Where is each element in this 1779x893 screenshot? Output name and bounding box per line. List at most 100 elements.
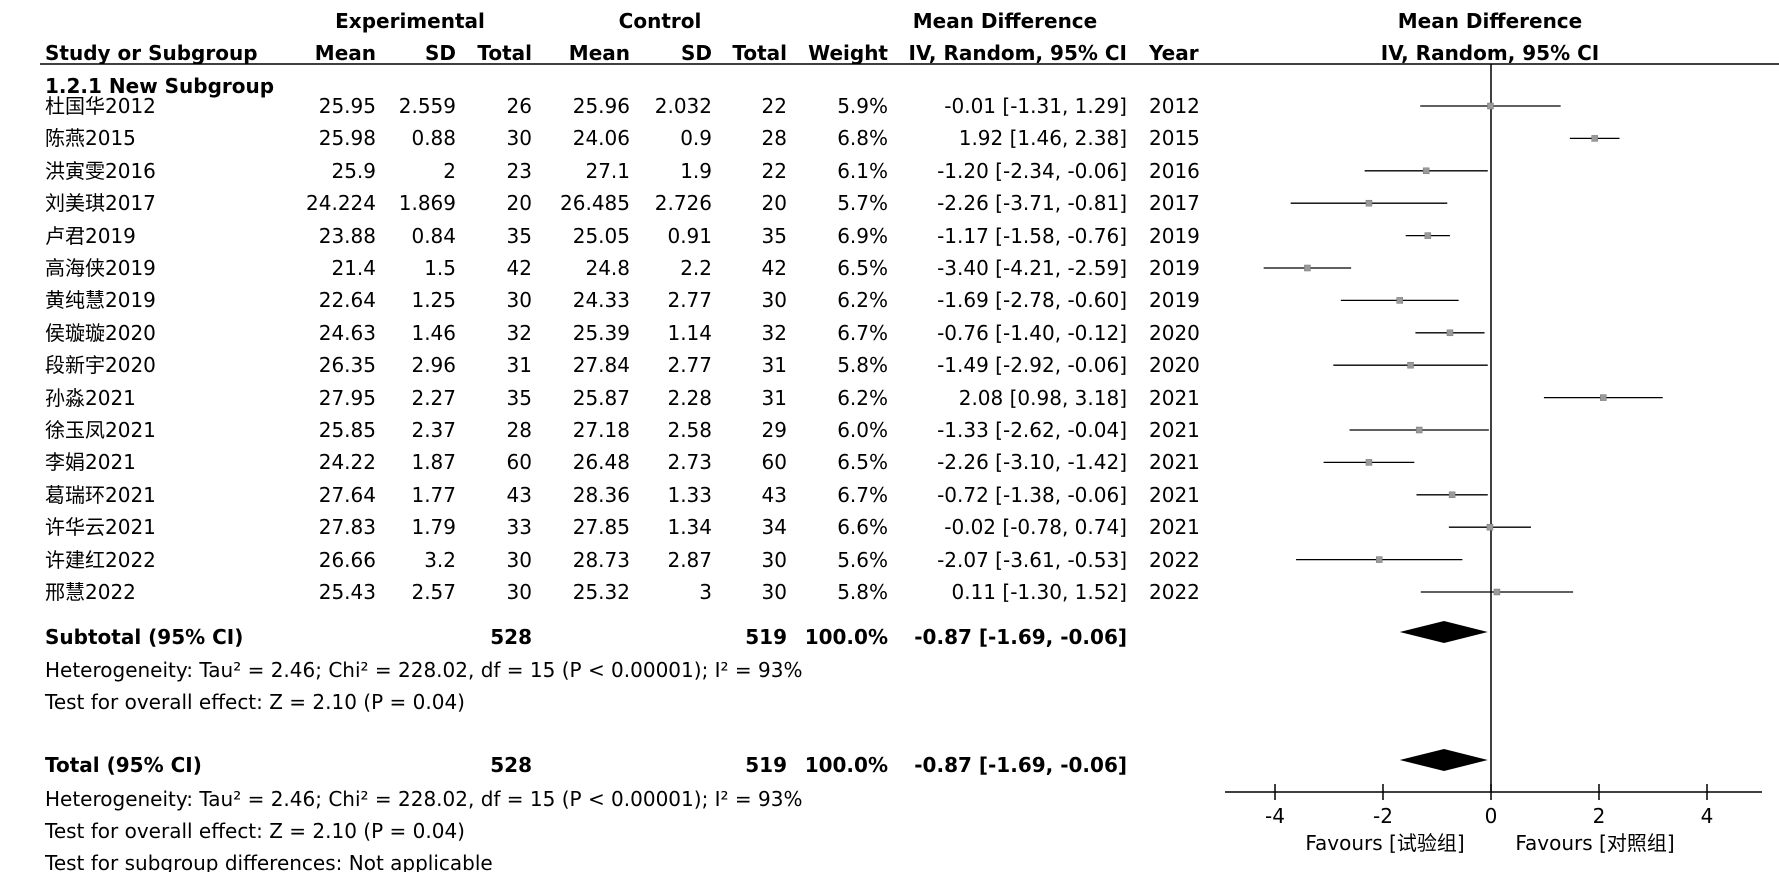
weight: 5.7% (837, 191, 888, 216)
mean-difference-ci: -1.69 [-2.78, -0.60] (937, 288, 1127, 313)
study-name: 卢君2019 (45, 223, 136, 248)
experimental-mean: 24.22 (318, 450, 376, 475)
study-point (1407, 361, 1414, 369)
header-plot-title: Mean Difference (1397, 9, 1583, 33)
control-total: 43 (761, 482, 787, 507)
header-mean-difference: Mean Difference (912, 9, 1098, 33)
total-label: Total (95% CI) (45, 753, 202, 777)
control-sd: 3 (699, 580, 712, 604)
experimental-total: 31 (506, 353, 532, 378)
study-point (1493, 588, 1501, 596)
year: 2021 (1149, 450, 1200, 475)
experimental-sd: 1.87 (411, 450, 456, 475)
experimental-total: 42 (506, 256, 532, 280)
experimental-sd: 2.37 (411, 418, 456, 442)
study-name: 黄纯慧2019 (45, 288, 156, 313)
total-overall-effect: Test for overall effect: Z = 2.10 (P = 0… (45, 819, 465, 843)
header-c-total: Total (732, 41, 787, 65)
experimental-total: 33 (506, 515, 532, 540)
study-point (1365, 199, 1373, 207)
total-diamond (1399, 749, 1488, 771)
experimental-sd: 2.57 (411, 580, 456, 604)
year: 2021 (1149, 418, 1200, 442)
year: 2016 (1149, 158, 1200, 183)
experimental-mean: 26.66 (318, 547, 376, 572)
experimental-mean: 25.43 (318, 580, 376, 604)
experimental-total: 30 (506, 580, 532, 604)
weight: 6.6% (837, 515, 888, 540)
experimental-total: 20 (506, 191, 532, 216)
experimental-mean: 26.35 (318, 353, 376, 378)
experimental-sd: 1.869 (398, 191, 456, 216)
experimental-mean: 27.64 (318, 482, 376, 507)
mean-difference-ci: -0.01 [-1.31, 1.29] (944, 94, 1127, 118)
control-mean: 25.39 (572, 320, 630, 345)
control-total: 30 (761, 288, 787, 313)
year: 2022 (1149, 547, 1200, 572)
experimental-total: 32 (506, 320, 532, 345)
study-point (1600, 394, 1607, 401)
control-sd: 2.77 (667, 288, 712, 313)
experimental-mean: 27.95 (318, 385, 376, 410)
control-total: 22 (761, 158, 787, 183)
control-mean: 24.33 (572, 288, 630, 313)
experimental-total: 35 (506, 223, 532, 248)
subtotal-overall-effect: Test for overall effect: Z = 2.10 (P = 0… (45, 690, 465, 714)
control-mean: 27.18 (572, 418, 630, 442)
subgroup-label: 1.2.1 New Subgroup (45, 74, 275, 98)
experimental-total: 26 (506, 94, 532, 118)
experimental-mean: 25.85 (318, 418, 376, 442)
weight: 6.9% (837, 223, 888, 248)
experimental-mean: 24.224 (306, 191, 376, 216)
control-total: 28 (761, 126, 787, 151)
total-ci-text: -0.87 [-1.69, -0.06] (914, 753, 1127, 777)
control-mean: 27.84 (572, 353, 630, 378)
control-mean: 27.1 (585, 158, 630, 183)
weight: 6.7% (837, 320, 888, 345)
mean-difference-ci: -1.49 [-2.92, -0.06] (937, 353, 1127, 378)
study-name: 葛瑞环2021 (45, 482, 156, 507)
weight: 6.5% (837, 450, 888, 475)
study-point (1396, 297, 1403, 304)
control-sd: 0.9 (680, 126, 712, 151)
study-point (1415, 426, 1423, 434)
control-sd: 2.58 (667, 418, 712, 442)
weight: 5.9% (837, 94, 888, 118)
year: 2020 (1149, 320, 1200, 345)
weight: 5.8% (837, 580, 888, 604)
experimental-mean: 25.98 (318, 126, 376, 151)
control-sd: 2.87 (667, 547, 712, 572)
year: 2019 (1149, 223, 1200, 248)
experimental-sd: 2.559 (398, 94, 456, 118)
study-name: 高海侠2019 (45, 256, 156, 280)
control-sd: 2.28 (667, 385, 712, 410)
study-point (1446, 329, 1454, 337)
control-mean: 25.32 (572, 580, 630, 604)
mean-difference-ci: -0.72 [-1.38, -0.06] (937, 482, 1127, 507)
study-name: 许建红2022 (45, 547, 156, 572)
experimental-sd: 0.88 (411, 126, 456, 151)
weight: 6.0% (837, 418, 888, 442)
control-mean: 25.05 (572, 223, 630, 248)
weight: 6.2% (837, 385, 888, 410)
control-mean: 26.48 (572, 450, 630, 475)
experimental-mean: 22.64 (318, 288, 376, 313)
year: 2021 (1149, 482, 1200, 507)
study-name: 侯璇璇2020 (45, 320, 156, 345)
study-point (1487, 102, 1494, 110)
x-axis-tick-label: -4 (1265, 804, 1285, 828)
control-total: 42 (761, 256, 787, 280)
year: 2015 (1149, 126, 1200, 151)
control-mean: 28.36 (572, 482, 630, 507)
experimental-sd: 2.27 (411, 385, 456, 410)
header-e-sd: SD (424, 41, 456, 65)
header-e-total: Total (477, 41, 532, 65)
subtotal-heterogeneity: Heterogeneity: Tau² = 2.46; Chi² = 228.0… (45, 658, 803, 682)
total-heterogeneity: Heterogeneity: Tau² = 2.46; Chi² = 228.0… (45, 787, 803, 811)
control-total: 29 (761, 418, 787, 442)
x-axis-tick-label: 4 (1701, 804, 1714, 828)
control-total: 31 (761, 353, 787, 378)
subgroup-differences: Test for subgroup differences: Not appli… (45, 851, 493, 872)
